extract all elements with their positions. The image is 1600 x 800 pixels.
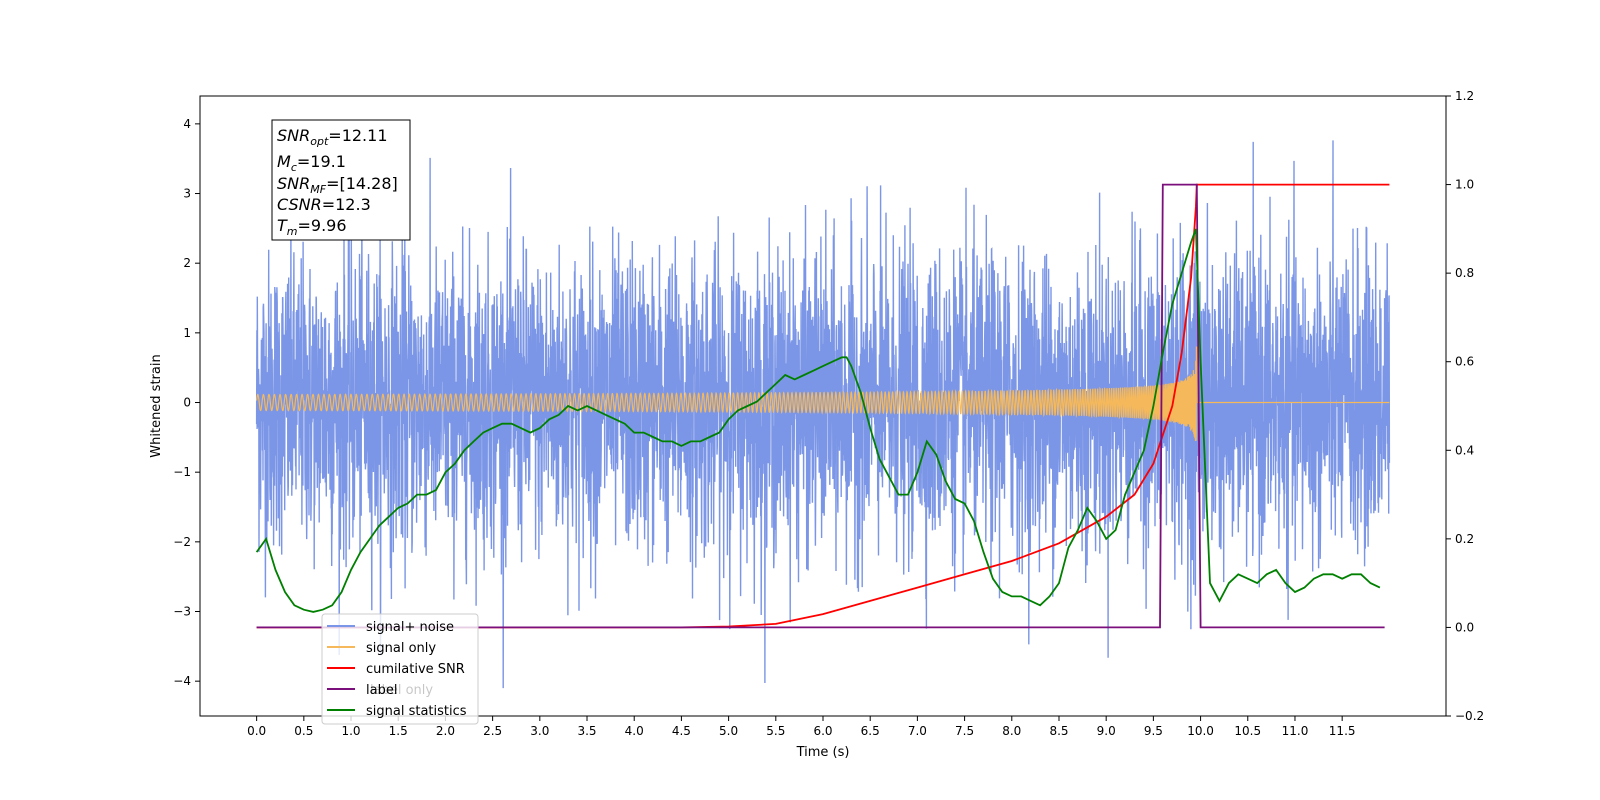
- legend-item-signal-statistics: signal statistics: [327, 704, 467, 719]
- x-tick-label: 8.0: [1002, 724, 1021, 738]
- y-tick-label: 2: [183, 256, 191, 270]
- series-signal-noise: [255, 140, 1391, 689]
- x-tick-label: 4.5: [672, 724, 691, 738]
- y2-tick-label: 0.0: [1455, 620, 1474, 634]
- x-tick-label: 2.5: [483, 724, 502, 738]
- y2-tick-label: −0.2: [1455, 709, 1484, 723]
- x-tick-label: 4.0: [625, 724, 644, 738]
- x-tick-label: 9.0: [1097, 724, 1116, 738]
- legend-item-label: label label only: [327, 683, 433, 698]
- x-axis: 0.0 0.5 1.0 1.5 2.0 2.5 3.0 3.5 4.0 4.5 5.0 5.5 6.0 6…: [247, 716, 1356, 738]
- legend-label: signal only: [366, 641, 436, 656]
- x-tick-label: 8.5: [1049, 724, 1068, 738]
- series-layer: [255, 140, 1391, 689]
- y-tick-label: 4: [183, 117, 191, 131]
- legend-item-cumulative-snr: cumilative SNR: [327, 662, 465, 677]
- x-tick-label: 0.0: [247, 724, 266, 738]
- x-tick-label: 1.5: [389, 724, 408, 738]
- y2-tick-label: 0.4: [1455, 443, 1474, 457]
- annotation-snr-opt: SNRopt=12.11: [277, 126, 388, 148]
- x-tick-label: 7.5: [955, 724, 974, 738]
- y2-axis: −0.2 0.0 0.2 0.4 0.6 0.8 1.0 1.2: [1446, 89, 1484, 723]
- annotation-tm: Tm=9.96: [277, 216, 347, 238]
- y2-tick-label: 0.2: [1455, 532, 1474, 546]
- y-tick-label: −1: [173, 465, 191, 479]
- x-tick-label: 3.5: [577, 724, 596, 738]
- y-tick-label: 1: [183, 326, 191, 340]
- y-axis: −4 −3 −2 −1 0 1 2 3 4: [173, 117, 200, 688]
- y-tick-label: 3: [183, 187, 191, 201]
- annotation-snr-mf: SNRMF=[14.28]: [277, 174, 398, 196]
- x-tick-label: 10.5: [1234, 724, 1261, 738]
- x-tick-label: 3.0: [530, 724, 549, 738]
- x-tick-label: 0.5: [294, 724, 313, 738]
- annotation-csnr: CSNR=12.3: [277, 195, 371, 214]
- legend-label: signal+ noise: [366, 620, 454, 635]
- x-tick-label: 2.0: [436, 724, 455, 738]
- x-tick-label: 10.0: [1187, 724, 1214, 738]
- series-signal-only: [256, 346, 1390, 442]
- y2-tick-label: 0.6: [1455, 355, 1474, 369]
- y-axis-label: Whitened strain: [149, 354, 164, 457]
- legend: signal+ noise signal only cumilative SNR…: [321, 613, 479, 725]
- y-tick-label: 0: [183, 396, 191, 410]
- legend-item-signal-only: signal only: [327, 641, 436, 656]
- x-tick-label: 7.0: [908, 724, 927, 738]
- y2-tick-label: 1.0: [1455, 178, 1474, 192]
- series-cumulative-snr: [256, 183, 1390, 629]
- y2-tick-label: 1.2: [1455, 89, 1474, 103]
- legend-label: label: [366, 683, 397, 698]
- annotation-mc: Mc=19.1: [277, 152, 346, 174]
- x-tick-label: 9.5: [1144, 724, 1163, 738]
- y-tick-label: −4: [173, 674, 191, 688]
- legend-label: cumilative SNR: [366, 662, 465, 677]
- x-tick-label: 6.0: [813, 724, 832, 738]
- legend-label: signal statistics: [366, 704, 467, 719]
- legend-label-ghost: label only: [370, 683, 433, 698]
- series-label: [256, 183, 1385, 629]
- x-tick-label: 5.5: [766, 724, 785, 738]
- legend-box: [321, 613, 479, 725]
- stats-annotation: SNRopt=12.11 Mc=19.1 SNRMF=[14.28] CSNR=…: [271, 119, 411, 241]
- x-axis-label: Time (s): [796, 745, 850, 760]
- annotation-box: [271, 119, 411, 241]
- y-tick-label: −2: [173, 535, 191, 549]
- series-signal-statistics: [255, 228, 1381, 613]
- x-tick-label: 11.5: [1329, 724, 1356, 738]
- y-tick-label: −3: [173, 605, 191, 619]
- x-tick-label: 1.0: [341, 724, 360, 738]
- x-tick-label: 5.0: [719, 724, 738, 738]
- x-tick-label: 6.5: [861, 724, 880, 738]
- legend-item-signal-noise: signal+ noise: [327, 620, 454, 635]
- x-tick-label: 11.0: [1282, 724, 1309, 738]
- y2-tick-label: 0.8: [1455, 266, 1474, 280]
